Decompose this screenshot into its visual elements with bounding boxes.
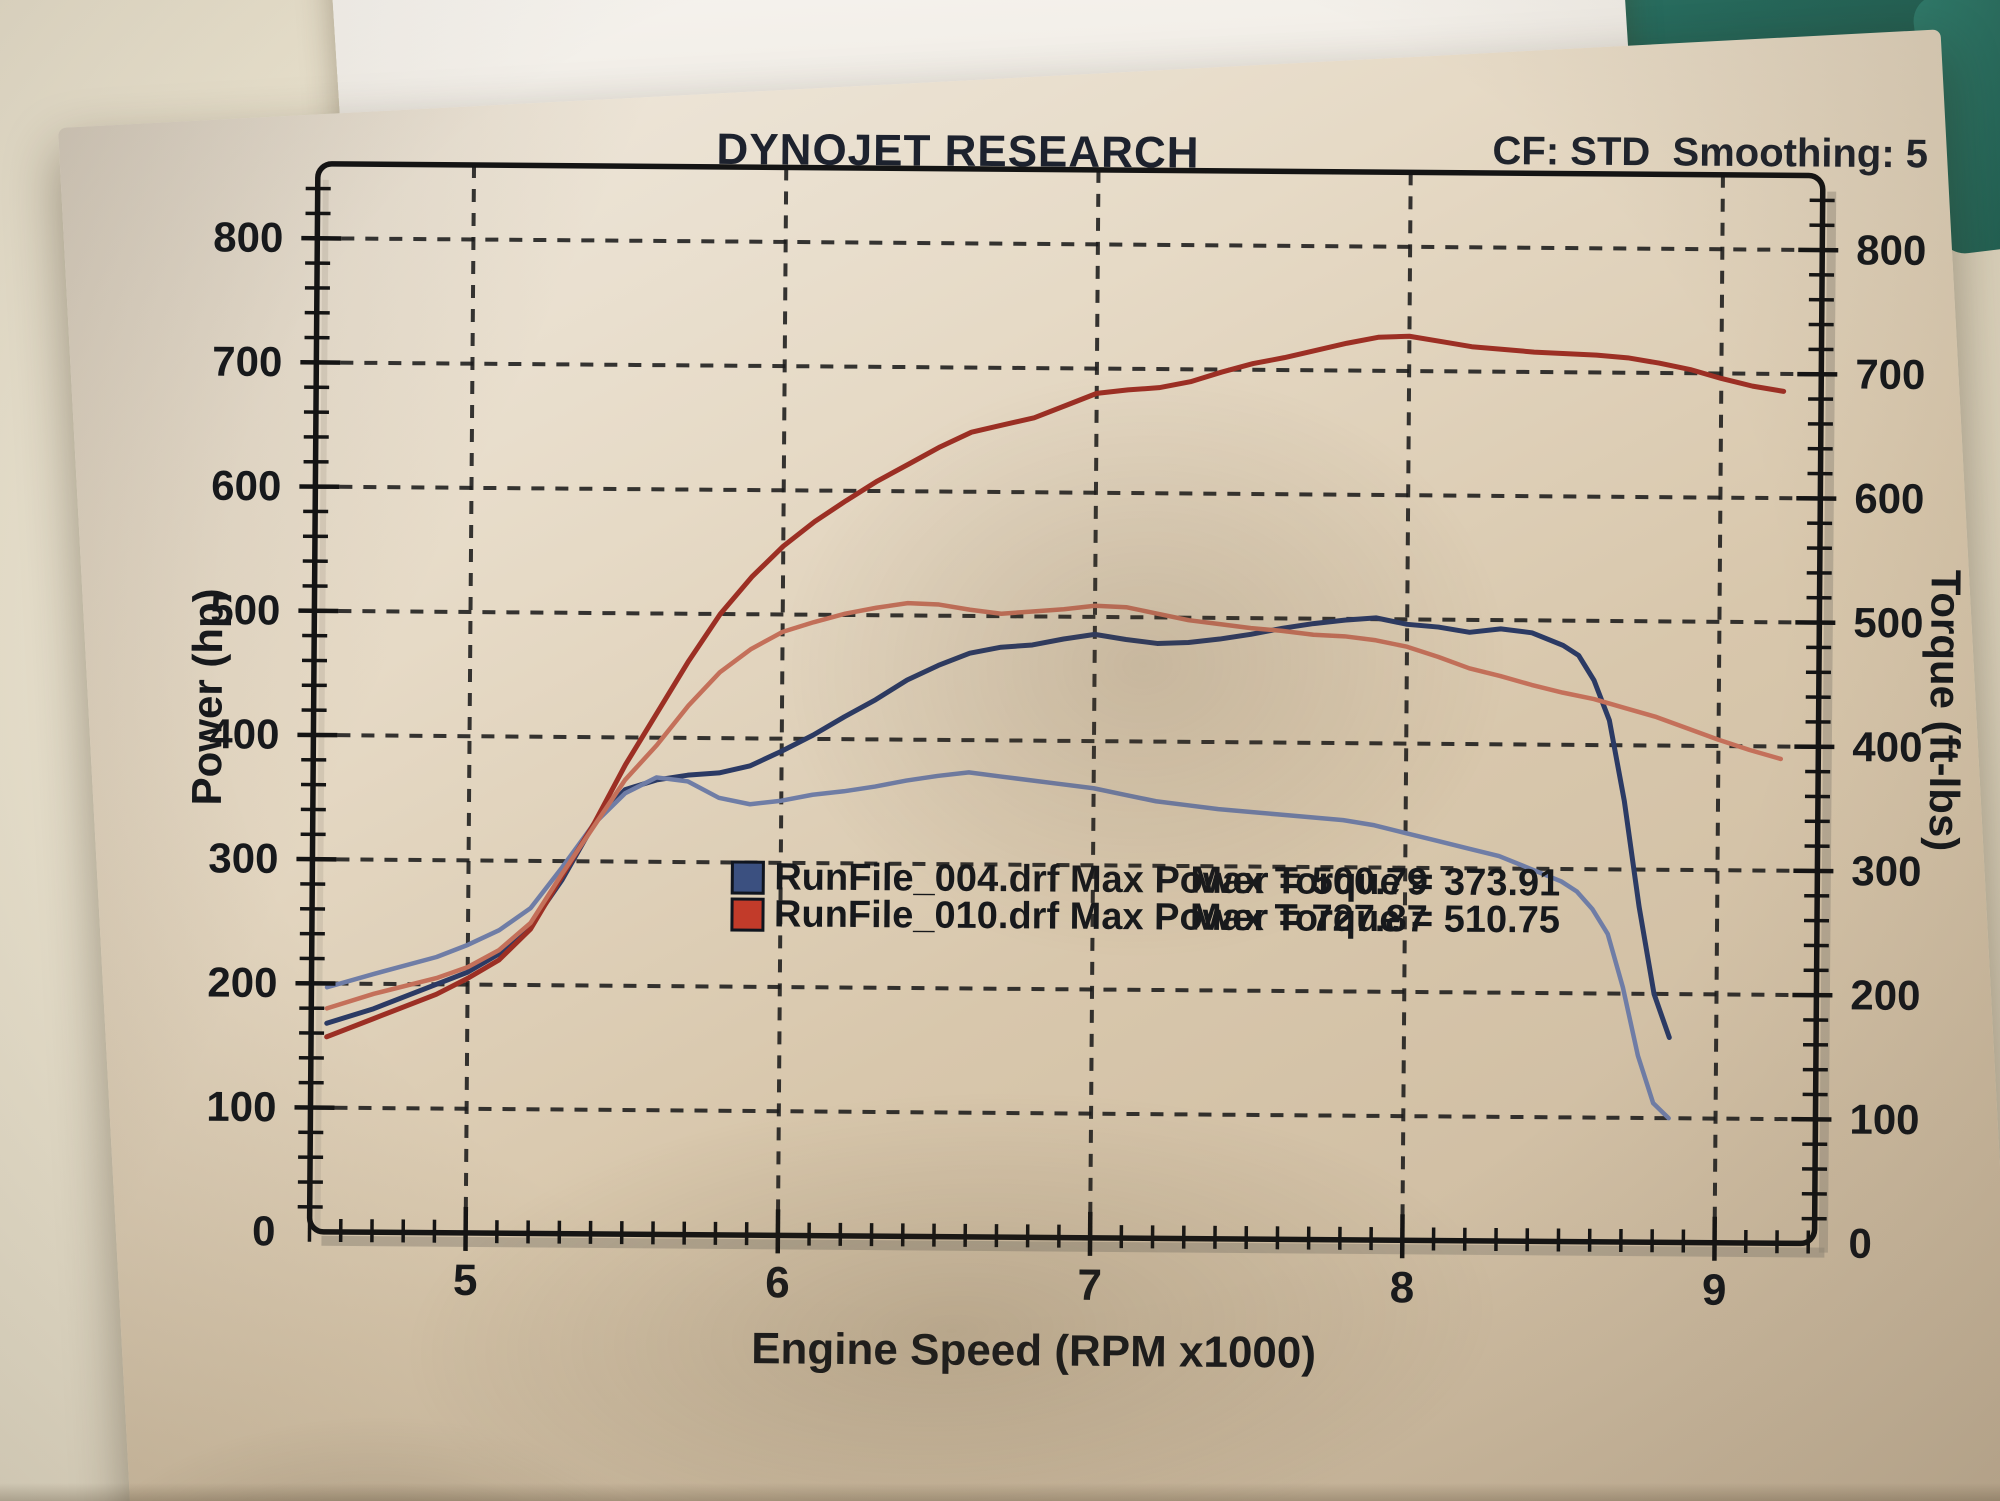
dyno-printout-paper: DYNOJET RESEARCH CF: STD Smoothing: 5 00… bbox=[58, 29, 2000, 1501]
svg-text:5: 5 bbox=[453, 1256, 478, 1305]
svg-text:0: 0 bbox=[252, 1207, 276, 1254]
svg-text:500: 500 bbox=[210, 586, 280, 634]
svg-text:RunFile_010.drf Max Power = 72: RunFile_010.drf Max Power = 727.87 bbox=[774, 893, 1428, 940]
svg-text:100: 100 bbox=[1849, 1096, 1919, 1144]
svg-text:Max Torque = 510.75: Max Torque = 510.75 bbox=[1190, 897, 1560, 942]
svg-text:200: 200 bbox=[207, 959, 277, 1007]
svg-text:Max Torque = 373.91: Max Torque = 373.91 bbox=[1190, 860, 1560, 905]
svg-text:100: 100 bbox=[206, 1083, 276, 1131]
svg-text:700: 700 bbox=[1855, 351, 1925, 399]
svg-text:8: 8 bbox=[1390, 1263, 1415, 1312]
svg-text:300: 300 bbox=[208, 834, 278, 882]
svg-text:6: 6 bbox=[765, 1258, 790, 1307]
svg-text:Torque (ft-lbs): Torque (ft-lbs) bbox=[1921, 570, 1970, 852]
svg-text:0: 0 bbox=[1848, 1220, 1872, 1267]
svg-text:7: 7 bbox=[1077, 1261, 1102, 1310]
svg-text:300: 300 bbox=[1851, 847, 1921, 895]
dyno-chart-area: DYNOJET RESEARCH CF: STD Smoothing: 5 00… bbox=[128, 32, 2000, 1447]
svg-text:800: 800 bbox=[213, 213, 283, 261]
svg-text:700: 700 bbox=[212, 338, 282, 386]
svg-text:400: 400 bbox=[1852, 723, 1922, 771]
svg-text:600: 600 bbox=[211, 462, 281, 510]
svg-text:RunFile_004.drf Max Power = 50: RunFile_004.drf Max Power = 500.79 bbox=[774, 856, 1428, 903]
dyno-chart: 0 0 100 100 200 200 300 300 400 400 500 500 600 600 70… bbox=[183, 161, 1970, 1378]
svg-text:600: 600 bbox=[1854, 475, 1924, 523]
svg-text:Power (hp): Power (hp) bbox=[183, 588, 232, 805]
svg-text:200: 200 bbox=[1850, 971, 1920, 1019]
svg-text:800: 800 bbox=[1856, 226, 1926, 274]
paper-shadow-smudges bbox=[58, 29, 2000, 1501]
svg-text:Engine Speed (RPM x1000): Engine Speed (RPM x1000) bbox=[751, 1324, 1316, 1377]
svg-text:500: 500 bbox=[1853, 599, 1923, 647]
svg-text:400: 400 bbox=[209, 710, 279, 758]
svg-text:9: 9 bbox=[1702, 1266, 1727, 1315]
